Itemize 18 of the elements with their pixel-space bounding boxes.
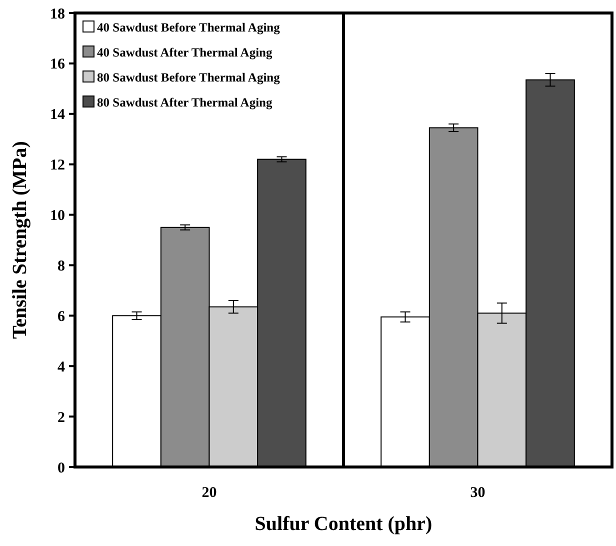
y-tick-label: 18 — [50, 6, 65, 22]
legend-label: 40 Sawdust After Thermal Aging — [97, 45, 273, 60]
y-axis-title: Tensile Strength (MPa) — [9, 141, 31, 339]
y-tick-label: 16 — [50, 56, 66, 73]
legend-label: 80 Sawdust Before Thermal Aging — [97, 70, 281, 84]
x-axis-title: Sulfur Content (phr) — [254, 513, 432, 535]
x-tick-label: 20 — [202, 485, 217, 501]
y-tick-label: 6 — [58, 308, 66, 325]
y-tick-label: 8 — [58, 258, 65, 274]
y-tick-label: 12 — [50, 158, 65, 174]
x-tick-label: 30 — [470, 485, 486, 501]
y-tick-label: 0 — [58, 460, 65, 476]
y-tick-label: 2 — [58, 410, 65, 426]
y-tick-label: 10 — [50, 208, 65, 224]
y-tick-label: 4 — [58, 359, 66, 376]
legend-label: 40 Sawdust Before Thermal Aging — [97, 20, 281, 34]
legend-label: 80 Sawdust After Thermal Aging — [97, 95, 273, 110]
y-tick-label: 14 — [50, 107, 66, 124]
